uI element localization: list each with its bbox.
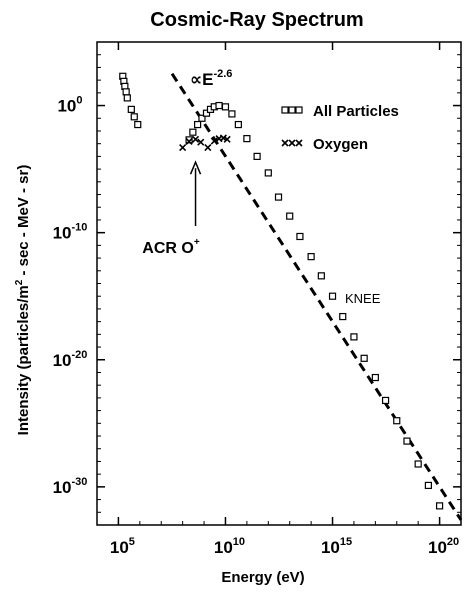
data-point-all-particles <box>264 169 272 177</box>
legend-marker-all-particles <box>288 106 296 114</box>
y-tick-label: 10-20 <box>53 349 88 370</box>
chart-title: Cosmic-Ray Spectrum <box>150 9 363 31</box>
data-point-all-particles <box>296 232 304 241</box>
series-group <box>119 72 444 510</box>
x-ticks: 105 1010 1015 1020 <box>110 42 459 557</box>
y-tick-label: 10-30 <box>53 476 88 497</box>
acr-label: ACR O+ <box>142 237 200 257</box>
data-point-all-particles <box>228 110 236 118</box>
fit-line-group: ∝E-2.6 <box>170 68 463 521</box>
data-point-all-particles <box>274 193 283 201</box>
data-point-all-particles <box>403 437 411 445</box>
data-point-all-particles <box>328 292 337 300</box>
data-point-oxygen <box>210 137 218 145</box>
data-point-all-particles <box>134 120 142 129</box>
legend-label: All Particles <box>313 103 399 120</box>
data-point-all-particles <box>317 272 325 280</box>
x-tick-label: 1020 <box>428 536 459 557</box>
data-point-all-particles <box>221 103 230 111</box>
data-point-oxygen <box>185 137 193 146</box>
data-point-all-particles <box>243 135 251 143</box>
y-axis-label: Intensity (particles/m2 - sec - MeV - sr… <box>14 165 32 436</box>
data-point-all-particles <box>198 114 206 122</box>
data-point-oxygen <box>191 135 200 143</box>
y-tick-label: 10-10 <box>53 222 88 243</box>
legend-marker-oxygen <box>288 139 296 147</box>
legend-marker-oxygen <box>281 139 289 147</box>
legend-marker-all-particles <box>295 106 303 114</box>
data-point-all-particles <box>122 88 130 96</box>
data-point-oxygen <box>223 135 231 143</box>
data-point-oxygen <box>179 143 187 152</box>
data-point-all-particles <box>185 136 193 144</box>
data-point-all-particles <box>234 120 242 129</box>
data-point-oxygen <box>204 143 212 152</box>
x-axis-label: Energy (eV) <box>221 569 304 586</box>
data-point-all-particles <box>307 253 315 261</box>
fit-line-label: ∝E-2.6 <box>190 68 232 89</box>
data-point-all-particles <box>371 373 379 382</box>
legend-marker-all-particles <box>281 106 289 114</box>
data-point-all-particles <box>286 212 294 220</box>
data-point-all-particles <box>393 417 401 425</box>
data-point-all-particles <box>194 120 202 129</box>
plot-frame <box>96 41 462 526</box>
data-point-all-particles <box>339 312 347 321</box>
data-point-oxygen <box>197 138 205 146</box>
x-tick-label: 1015 <box>321 536 352 557</box>
x-tick-label: 105 <box>110 536 135 557</box>
data-point-all-particles <box>435 502 444 510</box>
data-point-all-particles <box>202 109 211 117</box>
x-tick-label: 1010 <box>214 536 245 557</box>
legend: All Particles Oxygen <box>281 103 399 153</box>
data-point-all-particles <box>350 333 358 341</box>
data-point-all-particles <box>215 101 223 110</box>
legend-marker-oxygen <box>295 139 303 147</box>
data-point-all-particles <box>414 460 422 468</box>
y-ticks: 100 10-10 10-20 10-30 <box>53 54 461 513</box>
data-point-all-particles <box>253 152 261 160</box>
knee-label: KNEE <box>345 291 381 306</box>
annotations: KNEE ACR O+ <box>142 160 381 306</box>
y-tick-label: 100 <box>57 95 82 116</box>
data-point-all-particles <box>360 354 368 362</box>
acr-arrow-head <box>189 160 202 175</box>
data-point-all-particles <box>123 94 131 102</box>
data-point-all-particles <box>381 396 390 405</box>
data-point-all-particles <box>424 481 432 490</box>
legend-label: Oxygen <box>313 136 368 153</box>
fit-line <box>170 72 463 521</box>
data-point-all-particles <box>130 113 138 121</box>
data-point-all-particles <box>189 128 197 136</box>
data-point-all-particles <box>127 105 135 113</box>
